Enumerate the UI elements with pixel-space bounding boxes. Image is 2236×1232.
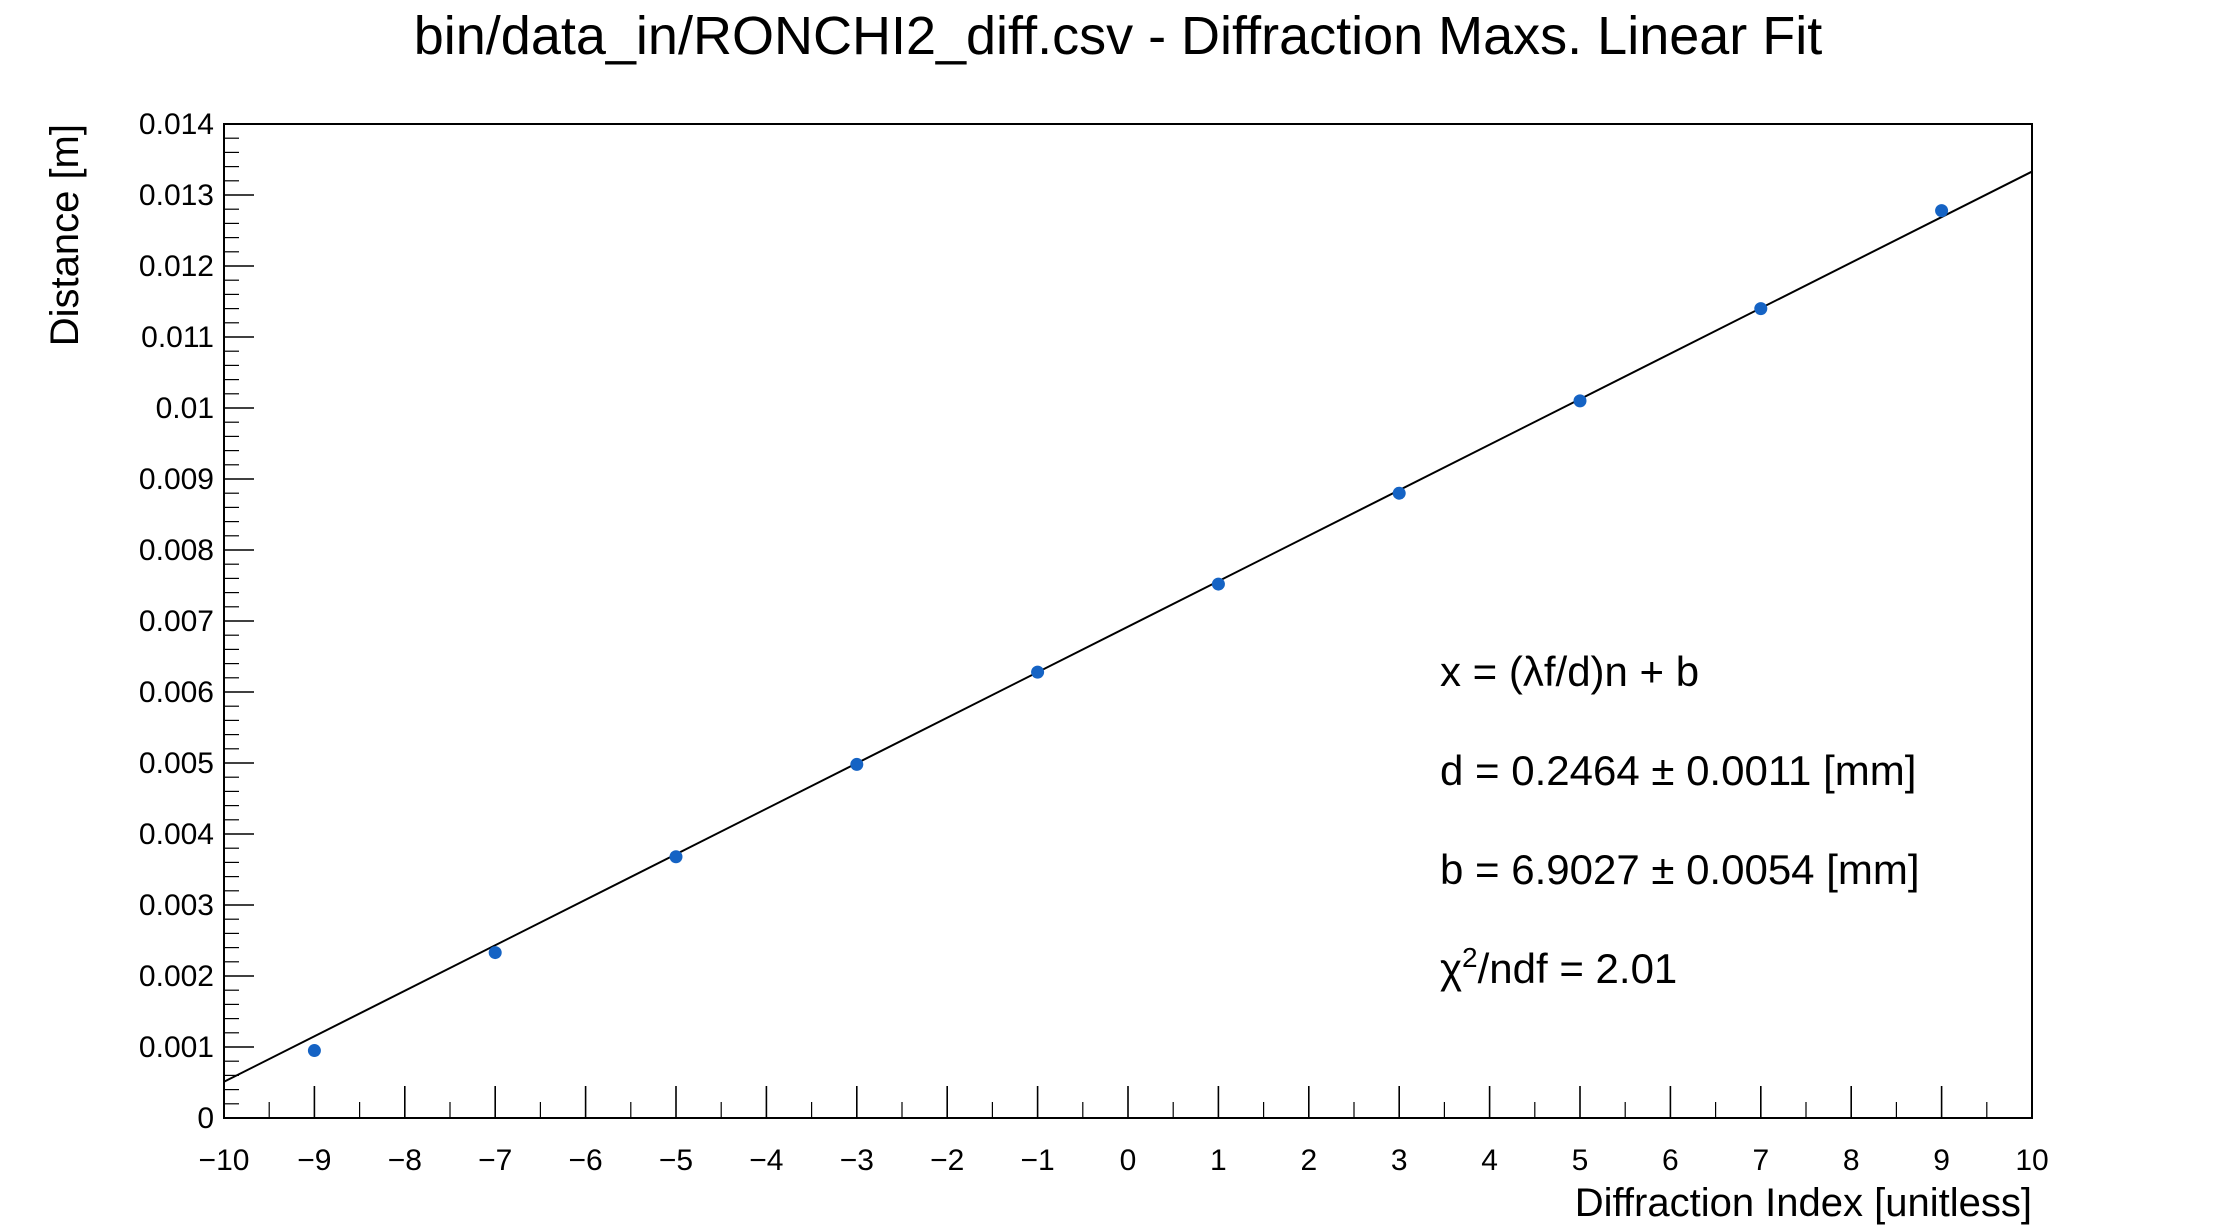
y-tick-label: 0.01 xyxy=(156,392,214,425)
y-axis-label: Distance [m] xyxy=(43,124,87,346)
y-tick-label: 0.008 xyxy=(139,534,214,567)
y-tick-label: 0.007 xyxy=(139,605,214,638)
fit-annotation: d = 0.2464 ± 0.0011 [mm] xyxy=(1440,747,1916,794)
data-point xyxy=(1573,394,1587,408)
fit-annotations: x = (λf/d)n + b d = 0.2464 ± 0.0011 [mm] b… xyxy=(1440,648,1920,992)
x-tick-label: 8 xyxy=(1843,1144,1860,1177)
x-tick-label: 9 xyxy=(1933,1144,1950,1177)
x-tick-label: 4 xyxy=(1481,1144,1498,1177)
data-point xyxy=(850,757,864,771)
y-tick-label: 0.006 xyxy=(139,676,214,709)
plot-border xyxy=(223,123,2033,1119)
data-point xyxy=(1935,204,1949,218)
data-point xyxy=(669,850,683,864)
chi2-symbol: χ xyxy=(1440,945,1462,992)
y-tick-label: 0.002 xyxy=(139,960,214,993)
x-tick-label: −8 xyxy=(388,1144,422,1177)
chi2-superscript: 2 xyxy=(1462,942,1478,973)
x-tick-label: −4 xyxy=(749,1144,783,1177)
x-tick-label: 3 xyxy=(1391,1144,1408,1177)
x-tick-label: 6 xyxy=(1662,1144,1679,1177)
x-tick-label: −9 xyxy=(297,1144,331,1177)
x-tick-label: 7 xyxy=(1752,1144,1769,1177)
y-tick-label: 0.011 xyxy=(141,321,214,354)
x-tick-label: −7 xyxy=(478,1144,512,1177)
x-tick-label: 0 xyxy=(1120,1144,1137,1177)
data-point xyxy=(1031,665,1045,679)
x-axis: −10 −9 −8 −7 −6 −5 −4 −3 −2 −1 0 1 2 3 4 5 6 7 8 9 10 xyxy=(199,1086,2049,1177)
x-tick-label: −10 xyxy=(199,1144,250,1177)
fit-annotation: x = (λf/d)n + b xyxy=(1440,648,1699,695)
y-tick-label: 0.004 xyxy=(139,818,214,851)
y-axis: 0 0.001 0.002 0.003 0.004 0.005 0.006 0.007 0.00… xyxy=(139,108,254,1135)
data-point xyxy=(1211,577,1225,591)
y-tick-label: 0.014 xyxy=(139,108,214,141)
plot-frame xyxy=(223,123,2033,1119)
x-tick-label: 5 xyxy=(1572,1144,1589,1177)
data-point xyxy=(1754,302,1768,316)
x-tick-label: −6 xyxy=(568,1144,602,1177)
chi2-value: /ndf = 2.01 xyxy=(1478,945,1678,992)
data-point xyxy=(488,946,502,960)
fit-line-layer xyxy=(223,170,2033,1083)
y-tick-label: 0.001 xyxy=(139,1031,214,1064)
y-tick-label: 0.013 xyxy=(139,179,214,212)
y-tick-label: 0 xyxy=(197,1102,214,1135)
data-point xyxy=(307,1044,321,1058)
x-tick-label: 1 xyxy=(1210,1144,1227,1177)
chart-title: bin/data_in/RONCHI2_diff.csv - Diffracti… xyxy=(414,6,1823,66)
fit-annotation: b = 6.9027 ± 0.0054 [mm] xyxy=(1440,846,1920,893)
x-axis-label: Diffraction Index [unitless] xyxy=(1575,1181,2032,1225)
data-points-layer xyxy=(307,204,1949,1058)
y-tick-label: 0.012 xyxy=(139,250,214,283)
fit-line xyxy=(223,170,2033,1083)
x-tick-label: −3 xyxy=(840,1144,874,1177)
x-tick-label: 2 xyxy=(1300,1144,1317,1177)
chi2-annotation: χ2/ndf = 2.01 xyxy=(1440,942,1677,992)
y-tick-label: 0.009 xyxy=(139,463,214,496)
y-tick-label: 0.003 xyxy=(139,889,214,922)
x-tick-label: −1 xyxy=(1020,1144,1054,1177)
data-point xyxy=(1392,486,1406,500)
x-tick-label: −5 xyxy=(659,1144,693,1177)
x-tick-label: −2 xyxy=(930,1144,964,1177)
y-tick-label: 0.005 xyxy=(139,747,214,780)
x-tick-label: 10 xyxy=(2015,1144,2048,1177)
